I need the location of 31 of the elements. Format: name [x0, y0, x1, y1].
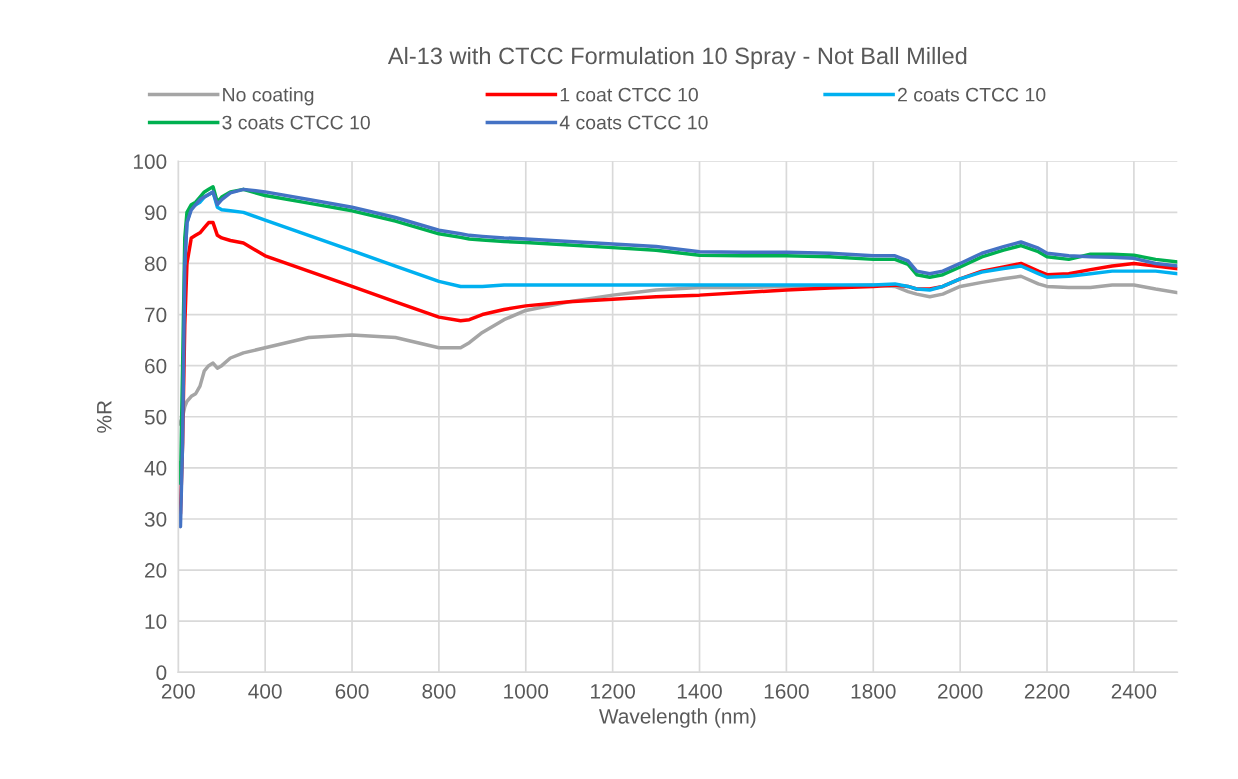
y-axis-title: %R	[96, 400, 112, 433]
y-tick-label: 20	[145, 563, 167, 578]
y-tick-label: 10	[145, 614, 167, 629]
x-tick-label: 1000	[504, 683, 549, 699]
x-tick-label: 1600	[764, 683, 809, 699]
x-tick-label: 2400	[1111, 683, 1157, 699]
y-tick-label: 60	[145, 358, 167, 374]
x-tick-label: 400	[248, 683, 282, 699]
chart-title: Al-13 with CTCC Formulation 10 Spray - Not Ball Milled	[387, 46, 967, 69]
legend-label: 1 coat CTCC 10	[560, 87, 698, 102]
x-tick-label: 200	[161, 683, 195, 699]
y-tick-label: 70	[145, 307, 167, 323]
y-tick-label: 40	[144, 460, 167, 476]
y-tick-label: 80	[144, 256, 167, 272]
y-tick-label: 90	[144, 205, 167, 221]
x-tick-label: 2200	[1024, 683, 1070, 699]
x-tick-label: 1800	[851, 683, 896, 699]
x-tick-label: 2000	[938, 683, 983, 699]
x-tick-label: 800	[422, 683, 456, 699]
x-tick-label: 1200	[591, 683, 636, 699]
legend-label: 3 coats CTCC 10	[222, 115, 370, 130]
x-tick-label: 1400	[677, 683, 722, 699]
y-tick-label: 0	[156, 665, 167, 681]
legend-label: No coating	[223, 87, 314, 106]
y-tick-label: 50	[144, 409, 167, 425]
x-axis-title: Wavelength (nm)	[598, 708, 756, 728]
x-tick-label: 600	[335, 683, 369, 699]
y-tick-label: 30	[144, 511, 167, 527]
y-tick-label: 100	[133, 154, 167, 170]
legend-label: 4 coats CTCC 10	[559, 115, 708, 130]
legend-label: 2 coats CTCC 10	[898, 87, 1046, 102]
